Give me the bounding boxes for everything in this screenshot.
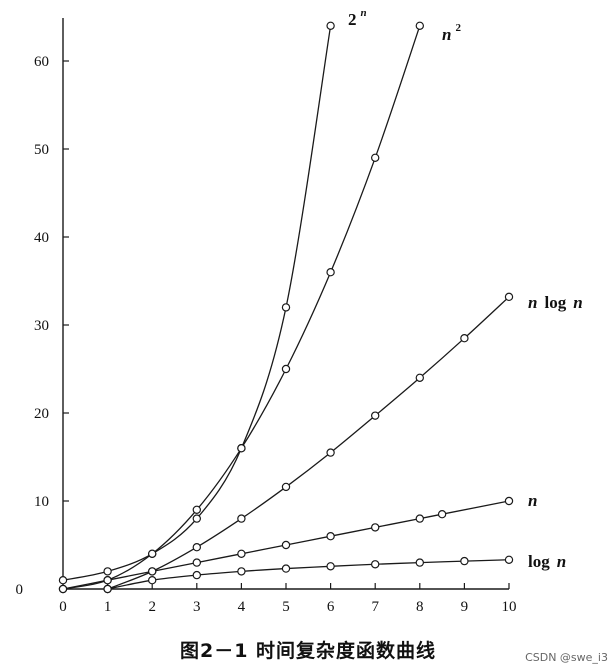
chart-ticks: 0 1 2 3 4 5 6 7 8 9 10 10 20 30 40 50 60 0 bbox=[16, 54, 517, 615]
y-tick-label: 30 bbox=[34, 318, 49, 334]
data-point-n-log-n bbox=[371, 411, 380, 420]
data-point-n-log-n bbox=[237, 514, 246, 523]
y-tick-label: 40 bbox=[34, 230, 49, 246]
data-point-n-log-n bbox=[415, 373, 424, 382]
y-tick-label: 10 bbox=[34, 494, 49, 510]
data-point-n-log-n bbox=[460, 334, 469, 343]
watermark: CSDN @swe_i3 bbox=[523, 651, 610, 664]
data-point-n-squared bbox=[192, 505, 201, 514]
data-point-linear-n bbox=[58, 584, 68, 594]
data-point-log-n bbox=[326, 562, 335, 571]
x-tick-label: 0 bbox=[59, 599, 67, 615]
data-point-log-n bbox=[103, 584, 112, 594]
data-point-n-squared bbox=[281, 364, 291, 374]
data-point-linear-n bbox=[237, 549, 246, 559]
data-point-linear-n bbox=[281, 540, 291, 550]
data-point-log-n bbox=[192, 570, 201, 580]
x-tick-label: 1 bbox=[104, 599, 112, 615]
data-point-linear-n bbox=[371, 523, 380, 532]
x-tick-label: 3 bbox=[193, 599, 201, 615]
series-label-linear-n: n bbox=[528, 491, 537, 510]
data-point-n-log-n bbox=[326, 448, 335, 457]
y-tick-label-origin: 0 bbox=[16, 582, 24, 598]
data-point-log-n bbox=[281, 564, 291, 573]
x-tick-label: 7 bbox=[371, 599, 379, 615]
series-line-log-n bbox=[107, 559, 510, 590]
data-point-log-n bbox=[460, 556, 469, 566]
data-point-n-log-n bbox=[192, 543, 201, 552]
data-point-two-pow-n bbox=[192, 514, 201, 523]
x-tick-label: 6 bbox=[327, 599, 335, 615]
data-point-n-squared bbox=[415, 21, 424, 30]
data-point-linear-n bbox=[415, 514, 424, 523]
series-line-n-squared bbox=[62, 25, 421, 590]
data-point-two-pow-n bbox=[281, 303, 291, 312]
x-tick-label: 4 bbox=[238, 599, 246, 615]
data-point-linear-n bbox=[326, 532, 335, 541]
data-point-n-squared bbox=[371, 153, 380, 162]
figure-caption: 图2－1 时间复杂度函数曲线 bbox=[179, 640, 437, 662]
data-point-linear-n bbox=[504, 496, 514, 506]
data-point-two-pow-n bbox=[103, 567, 112, 576]
x-tick-label: 9 bbox=[461, 599, 469, 615]
data-point-linear-n bbox=[192, 558, 201, 567]
x-tick-label: 5 bbox=[282, 599, 290, 615]
x-tick-label: 2 bbox=[148, 599, 156, 615]
series-line-two-pow-n bbox=[62, 25, 332, 581]
y-tick-label: 20 bbox=[34, 406, 49, 422]
series-line-n-log-n bbox=[107, 296, 510, 590]
data-point-n-squared bbox=[147, 549, 157, 559]
data-point-linear-n bbox=[437, 510, 447, 519]
data-point-log-n bbox=[504, 555, 514, 564]
data-point-n-log-n bbox=[504, 292, 514, 302]
x-tick-label: 8 bbox=[416, 599, 424, 615]
data-point-two-pow-n bbox=[326, 21, 335, 30]
data-point-log-n bbox=[371, 560, 380, 569]
data-point-n-squared bbox=[326, 268, 335, 277]
chart-points bbox=[58, 21, 514, 594]
data-point-log-n bbox=[147, 576, 157, 585]
data-point-n-squared bbox=[237, 444, 246, 453]
series-label-n-log-n: n log n bbox=[528, 293, 583, 312]
data-point-two-pow-n bbox=[58, 576, 68, 585]
y-tick-label: 50 bbox=[34, 142, 49, 158]
data-point-log-n bbox=[415, 558, 424, 567]
series-label-log-n: log n bbox=[528, 552, 566, 571]
data-point-linear-n bbox=[147, 567, 157, 576]
x-tick-label: 10 bbox=[502, 599, 517, 615]
y-tick-label: 60 bbox=[34, 54, 49, 70]
data-point-n-log-n bbox=[281, 482, 291, 492]
data-point-log-n bbox=[237, 567, 246, 576]
data-point-linear-n bbox=[103, 576, 112, 585]
